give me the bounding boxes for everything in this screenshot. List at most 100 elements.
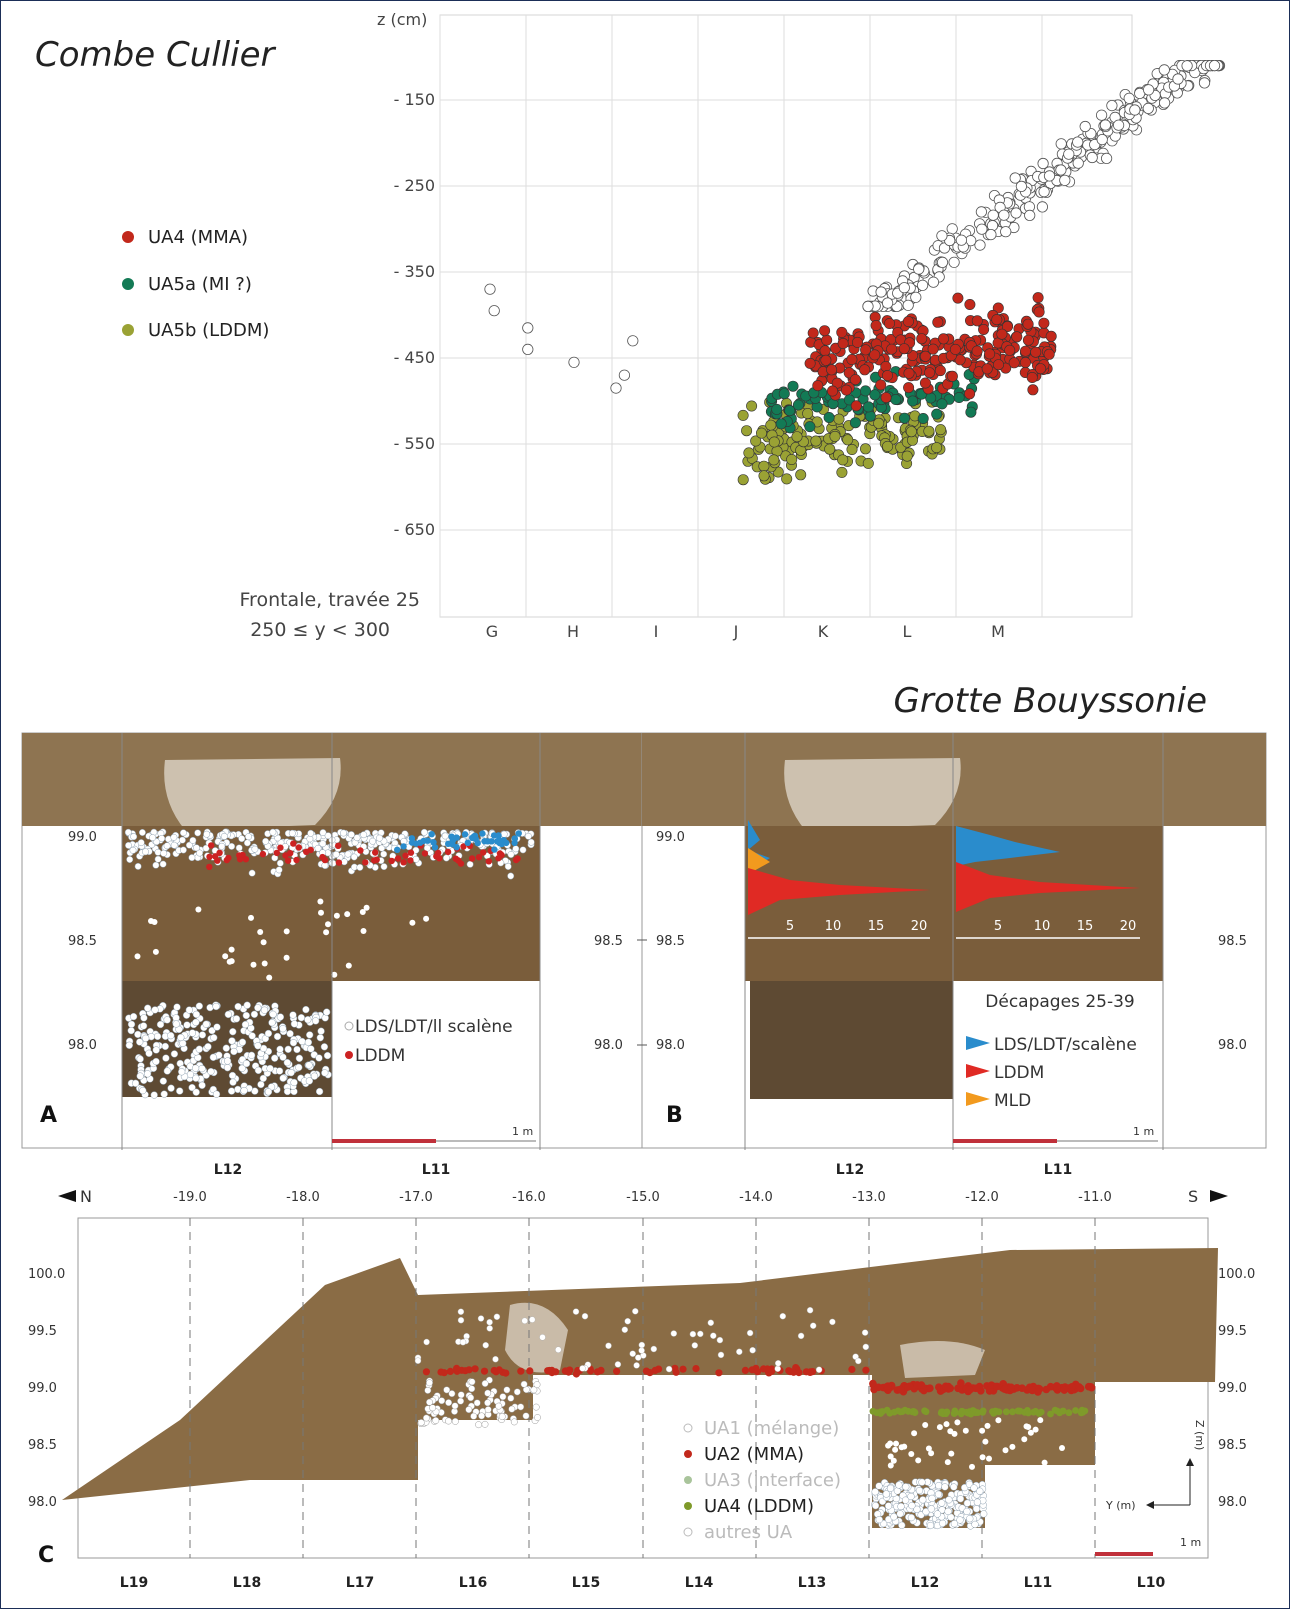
scatter-point (896, 1510, 904, 1518)
scatter-point (1032, 292, 1044, 304)
scatter-point (306, 835, 314, 843)
scatter-point (911, 1430, 918, 1437)
scatter-point (965, 406, 977, 418)
scatter-point (992, 302, 1004, 314)
scatter-point (127, 1020, 136, 1028)
scatter-point (179, 829, 187, 837)
scatter-point (955, 234, 968, 246)
scatter-point (880, 360, 892, 372)
combe-y-axis-label: z (cm) (377, 10, 427, 29)
scatter-point (1026, 371, 1038, 383)
scatter-point (262, 837, 270, 845)
square-label: L12 (911, 1575, 939, 1591)
scatter-point (859, 385, 871, 397)
scatter-point (170, 1050, 179, 1058)
scatter-point (457, 1397, 465, 1405)
scatter-point (159, 1077, 167, 1085)
scatter-point (1084, 1382, 1093, 1391)
scatter-point (140, 1014, 148, 1022)
scatter-point (869, 349, 881, 361)
scatter-point (949, 343, 961, 355)
scatter-point (295, 1054, 304, 1062)
scatter-point (241, 1020, 250, 1029)
scatter-point (1159, 97, 1171, 109)
scatter-point (917, 1381, 926, 1389)
scatter-point (152, 1057, 160, 1066)
scatter-point (882, 1490, 890, 1498)
scatter-point (971, 1520, 979, 1529)
scatter-point (829, 430, 841, 442)
scatter-point (1059, 1407, 1067, 1415)
scatter-point (715, 1369, 723, 1377)
y-tick-label: 100.0 (28, 1267, 65, 1282)
scatter-point (178, 836, 186, 844)
scatter-point (758, 470, 770, 482)
scatter-point (849, 417, 861, 429)
scatter-point (849, 374, 861, 386)
scatter-point (421, 850, 429, 857)
histogram-lddm-right (956, 862, 1140, 912)
x-tick-label: -19.0 (173, 1190, 207, 1205)
square-label: L11 (1044, 1162, 1072, 1178)
scatter-point (1096, 109, 1108, 121)
scatter-point (335, 842, 342, 849)
square-label: L16 (459, 1575, 487, 1591)
scatter-point (907, 395, 919, 407)
scatter-point (304, 1038, 313, 1046)
scatter-point (937, 333, 949, 345)
scatter-point (741, 425, 753, 437)
scatter-point (1198, 77, 1211, 89)
scatter-point (143, 1070, 152, 1078)
scatter-point (273, 1032, 282, 1041)
scatter-point (915, 1457, 922, 1464)
scatter-point (257, 929, 264, 935)
scatter-point (510, 1418, 518, 1426)
scatter-point (376, 834, 383, 842)
legend-label: UA3 (interface) (704, 1470, 841, 1491)
scatter-point (1045, 330, 1057, 342)
scatter-point (192, 1010, 201, 1019)
scatter-point (996, 328, 1008, 340)
scatter-point (792, 399, 804, 411)
legend-swatch (684, 1476, 692, 1484)
scatter-point (324, 832, 332, 840)
scatter-point (697, 1330, 704, 1338)
panel-letter-b: B (666, 1103, 683, 1128)
z-axis-label: Z (m) (1193, 1420, 1206, 1450)
square-label: L13 (798, 1575, 826, 1591)
scatter-point (323, 929, 330, 936)
scatter-point (875, 1482, 883, 1490)
scatter-point (248, 914, 254, 921)
scatter-point (451, 1402, 459, 1410)
scatter-point (218, 842, 226, 850)
scatter-point (428, 831, 435, 838)
scatter-point (448, 1390, 456, 1398)
scatter-point (332, 850, 340, 858)
panel-b-caption: Décapages 25-39 (985, 992, 1134, 1012)
scatter-point (152, 948, 159, 955)
scatter-point (504, 863, 512, 870)
x-tick-label: 5 (786, 919, 794, 934)
scatter-point (804, 421, 816, 433)
scatter-point (985, 229, 997, 241)
scale-label: 1 m (512, 1125, 533, 1138)
scatter-point (149, 834, 157, 842)
scatter-point (1025, 1424, 1032, 1430)
scatter-point (507, 872, 515, 880)
scatter-point (453, 1364, 461, 1372)
scatter-point (917, 412, 929, 424)
scatter-point (1018, 1384, 1026, 1392)
scatter-point (460, 843, 467, 850)
scatter-point (298, 1037, 306, 1046)
scatter-point (490, 1366, 498, 1375)
scatter-point (287, 1069, 295, 1077)
legend-swatch-ua4 (122, 231, 134, 243)
scatter-point (670, 1330, 677, 1337)
scatter-point (163, 1016, 171, 1024)
scatter-point (979, 1454, 986, 1461)
scatter-point (1027, 384, 1039, 396)
scatter-point (1072, 157, 1084, 169)
scatter-point (605, 1342, 612, 1350)
scatter-point (1037, 157, 1049, 170)
scatter-point (318, 909, 324, 916)
